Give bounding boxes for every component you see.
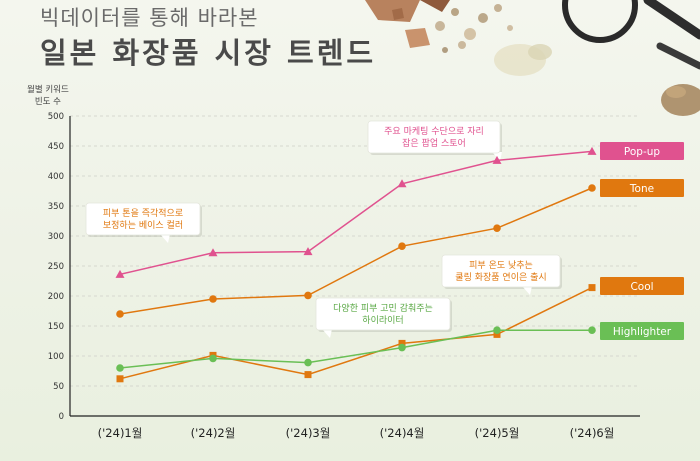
data-point [398,343,406,352]
callout-text-line1: 피부 온도 낮추는 [469,260,533,271]
callout-box [315,297,451,331]
y-tick-label: 450 [48,142,64,152]
callout-text-line2: 잡은 팝업 스토어 [402,137,466,149]
data-point [303,247,313,256]
data-point [397,179,407,188]
cosmetics-decoration-icon [365,0,700,116]
series-line [119,150,593,276]
data-point [398,242,406,250]
y-tick-label: 300 [48,232,64,242]
callout-text-line2: 하이라이터 [362,315,403,326]
data-point [493,326,501,335]
data-point [304,371,312,379]
data-point [587,146,597,155]
data-point [588,284,596,292]
series-end-label: Tone [629,183,654,195]
series-end-label-box [600,179,684,197]
callout-pointer [522,286,532,295]
y-tick-label: 500 [48,112,64,122]
y-tick-label: 250 [48,262,64,272]
callout-box [85,202,201,236]
callout-pointer [322,329,332,338]
data-point [116,364,124,372]
callout-text-line1: 피부 톤을 즉각적으로 [103,207,183,219]
data-point [116,310,124,318]
callout-pointer [160,234,170,243]
data-point [116,375,124,383]
x-tick-label: ('24)2월 [191,426,236,440]
y-axis-label-line1: 월별 키워드 [27,85,69,95]
y-axis-label: 월별 키워드 빈도 수 [27,84,69,108]
data-point [209,295,217,303]
subtitle: 빅데이터를 통해 바라본 [40,6,259,30]
y-tick-label: 50 [53,382,64,392]
x-tick-label: ('24)1월 [98,426,143,440]
y-tick-label: 400 [48,172,64,182]
callout-text-line1: 주요 마케팅 수단으로 자리 [384,126,484,137]
y-axis-label-line2: 빈도 수 [34,97,61,107]
y-tick-label: 150 [48,322,64,332]
series-line [119,329,592,369]
data-point [493,224,501,232]
callout-text-line1: 다양한 피부 고민 감춰주는 [333,302,433,314]
data-point [304,291,312,300]
data-point [115,269,125,278]
series-end-label-box [600,142,684,160]
data-point [588,326,596,335]
data-point [304,358,312,367]
x-tick-label: ('24)4월 [380,426,425,440]
data-point [588,184,596,192]
callout-box [367,120,501,154]
data-point [208,248,218,257]
x-tick-label: ('24)6월 [570,426,615,440]
series-line [119,187,593,315]
y-tick-label: 100 [48,352,64,362]
y-tick-label: 0 [59,412,64,422]
data-point [209,354,217,363]
y-tick-label: 200 [48,292,64,302]
callout-text-line2: 보정하는 베이스 컬러 [103,220,183,231]
callout-box [441,254,561,288]
series-end-label: Pop-up [624,146,660,158]
x-tick-label: ('24)3월 [286,426,331,440]
series-end-label-box [600,277,684,295]
series-end-label-box [600,322,684,340]
callout-text-line2: 쿨링 화장품 연이은 출시 [455,271,546,283]
x-tick-label: ('24)5월 [475,426,520,440]
y-tick-label: 350 [48,202,64,212]
series-end-label: Highlighter [613,326,672,338]
data-point [493,330,501,338]
page-title: 일본 화장품 시장 트렌드 [40,36,377,70]
series-end-label: Cool [630,281,653,293]
data-point [398,339,406,347]
data-point [492,155,502,164]
